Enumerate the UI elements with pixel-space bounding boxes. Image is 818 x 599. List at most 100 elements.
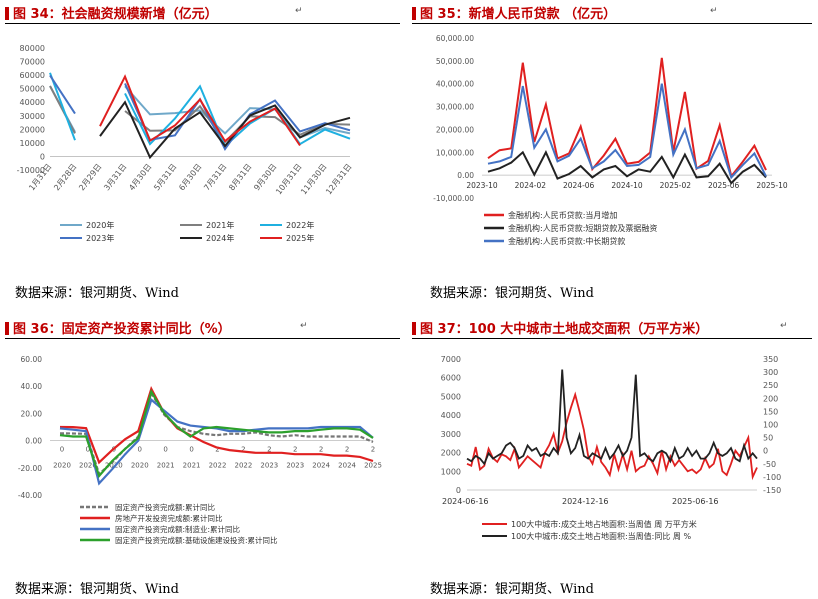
x-tick-label: 2 bbox=[267, 446, 271, 454]
legend-label: 金融机构:人民币贷款:短期贷款及票据融资 bbox=[508, 223, 657, 233]
y-tick-label: 7000 bbox=[441, 355, 461, 364]
x-tick-label: 2025-02 bbox=[660, 181, 692, 190]
y-tick-label: 0.00 bbox=[457, 171, 474, 180]
y-tick-label: 0.00 bbox=[25, 437, 42, 446]
series-line-2025年 bbox=[99, 74, 301, 147]
x-tick-label: 7月31日 bbox=[202, 162, 228, 192]
x-tick-label: 2024-12-16 bbox=[562, 497, 609, 506]
legend-label: 房地产开发投资完成额:累计同比 bbox=[115, 513, 223, 523]
source-note: 数据来源：银河期货、Wind bbox=[430, 286, 594, 301]
source-note: 数据来源：银河期货、Wind bbox=[15, 286, 179, 301]
x-tick-label: 2024-06-16 bbox=[442, 497, 489, 506]
x-tick-label: 8月31日 bbox=[227, 162, 253, 192]
x-tick-label: 2 bbox=[241, 446, 245, 454]
y-tick-label: 70000 bbox=[20, 58, 45, 67]
legend-label: 2025年 bbox=[286, 233, 314, 243]
x-tick-label: 2024-02 bbox=[515, 181, 547, 190]
x-tick-label: 2024 bbox=[338, 462, 356, 470]
series-line-2022年 bbox=[49, 72, 351, 148]
x-tick-label: 2020 bbox=[131, 462, 149, 470]
series-line bbox=[59, 388, 374, 479]
source-note: 数据来源：银河期货、Wind bbox=[15, 582, 179, 597]
x-tick-label: 0 bbox=[60, 446, 64, 454]
title-underline bbox=[412, 338, 812, 339]
series-line-2024年 bbox=[99, 100, 351, 160]
x-tick-label: 0 bbox=[163, 446, 167, 454]
x-tick-label: 2025-06 bbox=[708, 181, 740, 190]
legend-label: 100大中城市:成交土地占地面积:当周值 周 万平方米 bbox=[511, 519, 697, 529]
x-tick-label: 2023 bbox=[286, 462, 304, 470]
chart-fig35: -10,000.00 0.00 10,000.00 20,000.00 30,000.0… bbox=[433, 34, 788, 246]
y-tick-label-right: 200 bbox=[763, 394, 778, 403]
legend-label: 100大中城市:成交土地占地面积:当周值:同比 周 % bbox=[511, 531, 691, 541]
series-line bbox=[59, 386, 374, 465]
x-tick-label: 2025-10 bbox=[756, 181, 788, 190]
x-tick-label: 2025 bbox=[364, 462, 382, 470]
y-tick-label-right: -100 bbox=[763, 473, 781, 482]
x-tick-label: 2月29日 bbox=[77, 162, 103, 192]
chart-title-fig37: 图 37：100 大中城市土地成交面积（万平方米） bbox=[412, 318, 708, 337]
x-tick-label: 2020 bbox=[105, 462, 123, 470]
x-tick-label: 2024-10 bbox=[611, 181, 643, 190]
y-tick-label: -10,000.00 bbox=[433, 194, 474, 203]
y-tick-label: 20.00 bbox=[21, 409, 43, 418]
x-tick-label: 5月31日 bbox=[152, 162, 178, 192]
x-tick-label: 2023 bbox=[260, 462, 278, 470]
series-line bbox=[466, 391, 758, 481]
x-tick-label: 2024 bbox=[312, 462, 330, 470]
y-tick-label: 0 bbox=[456, 486, 461, 495]
x-tick-label: 2020 bbox=[53, 462, 71, 470]
y-tick-label: 60000 bbox=[20, 71, 45, 80]
x-tick-label: 2 bbox=[371, 446, 375, 454]
chart-fig34: -10000 0 10000 20000 30000 40000 50000 60000 700… bbox=[17, 44, 354, 243]
chart-title-fig36: 图 36：固定资产投资累计同比（%） bbox=[5, 318, 231, 337]
x-tick-label: 2022 bbox=[235, 462, 253, 470]
y-tick-label: 30,000.00 bbox=[436, 103, 474, 112]
legend-label: 2021年 bbox=[206, 220, 234, 230]
legend-label: 固定资产投资完成额:制造业:累计同比 bbox=[115, 524, 241, 534]
y-tick-label: 60.00 bbox=[21, 355, 43, 364]
y-tick-label: 3000 bbox=[441, 430, 461, 439]
x-tick-label: 2024-06 bbox=[563, 181, 595, 190]
y-tick-label: 20000 bbox=[20, 125, 45, 134]
x-tick-label: 0 bbox=[189, 446, 193, 454]
x-tick-label: 2 bbox=[293, 446, 297, 454]
x-tick-label: 2022 bbox=[209, 462, 227, 470]
legend-label: 2023年 bbox=[86, 233, 114, 243]
y-tick-label-right: 300 bbox=[763, 368, 778, 377]
return-mark: ↵ bbox=[710, 6, 718, 16]
chart-title-fig35: 图 35：新增人民币贷款 （亿元） bbox=[412, 3, 616, 22]
x-tick-label: 2月28日 bbox=[52, 162, 78, 192]
x-tick-label: 0 bbox=[86, 446, 90, 454]
chart-title-fig34: 图 34：社会融资规模新增（亿元） bbox=[5, 3, 218, 22]
y-tick-label-right: 50 bbox=[763, 434, 773, 443]
x-tick-label: 0 bbox=[138, 446, 142, 454]
title-underline bbox=[5, 23, 400, 24]
y-tick-label: 5000 bbox=[441, 392, 461, 401]
legend-label: 固定资产投资完成额:累计同比 bbox=[115, 502, 216, 512]
return-mark: ↵ bbox=[295, 6, 303, 16]
title-underline bbox=[5, 338, 400, 339]
y-tick-label-right: 150 bbox=[763, 407, 778, 416]
y-tick-label: 80000 bbox=[20, 44, 45, 53]
chart-fig36: -40.00-20.000.0020.0040.0060.00202002020… bbox=[18, 355, 382, 545]
x-tick-label: 2 bbox=[319, 446, 323, 454]
y-tick-label: 1000 bbox=[441, 467, 461, 476]
y-tick-label-right: 250 bbox=[763, 381, 778, 390]
y-tick-label: 20,000.00 bbox=[436, 125, 474, 134]
x-tick-label: 2023-10 bbox=[466, 181, 498, 190]
series-line bbox=[59, 397, 374, 486]
x-tick-label: 2 bbox=[345, 446, 349, 454]
series-line bbox=[487, 57, 767, 179]
y-tick-label: 40.00 bbox=[21, 382, 43, 391]
legend-label: 2020年 bbox=[86, 220, 114, 230]
series-line-2021年 bbox=[49, 85, 351, 144]
y-tick-label: -10000 bbox=[17, 166, 45, 175]
y-tick-label: 50,000.00 bbox=[436, 57, 474, 66]
y-tick-label: 60,000.00 bbox=[436, 34, 474, 43]
y-tick-label: 40,000.00 bbox=[436, 80, 474, 89]
series-line bbox=[487, 149, 767, 185]
y-tick-label-right: 0 bbox=[763, 447, 768, 456]
x-tick-label: 2021 bbox=[157, 462, 175, 470]
y-tick-label: 40000 bbox=[20, 98, 45, 107]
